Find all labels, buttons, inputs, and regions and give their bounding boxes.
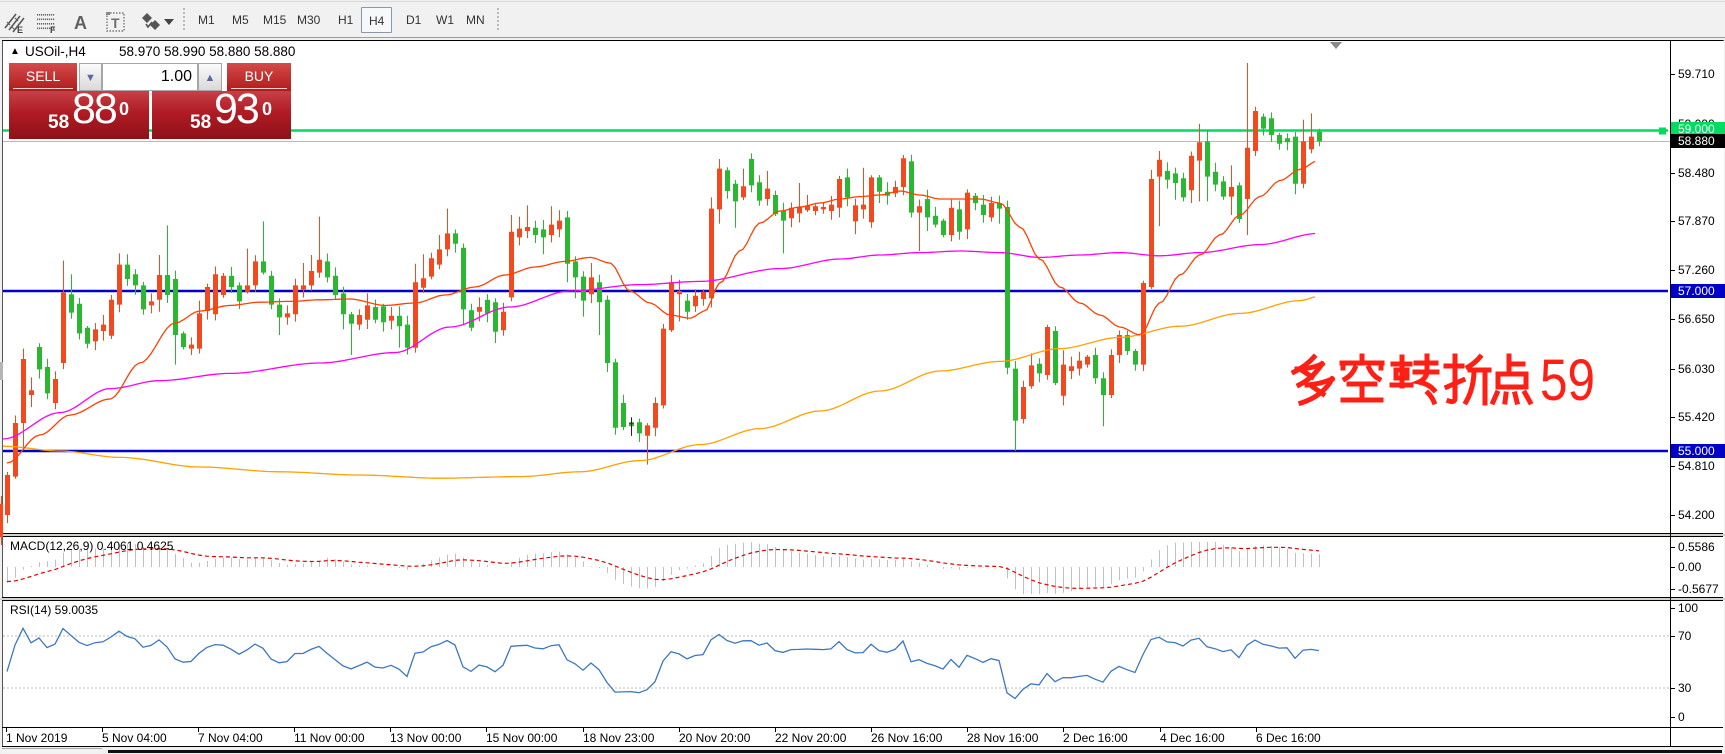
svg-text:F: F: [50, 25, 56, 35]
svg-text:A: A: [74, 13, 87, 33]
svg-text:59: 59: [1540, 348, 1595, 413]
svg-text:T: T: [111, 15, 120, 31]
svg-text:E: E: [17, 25, 23, 35]
